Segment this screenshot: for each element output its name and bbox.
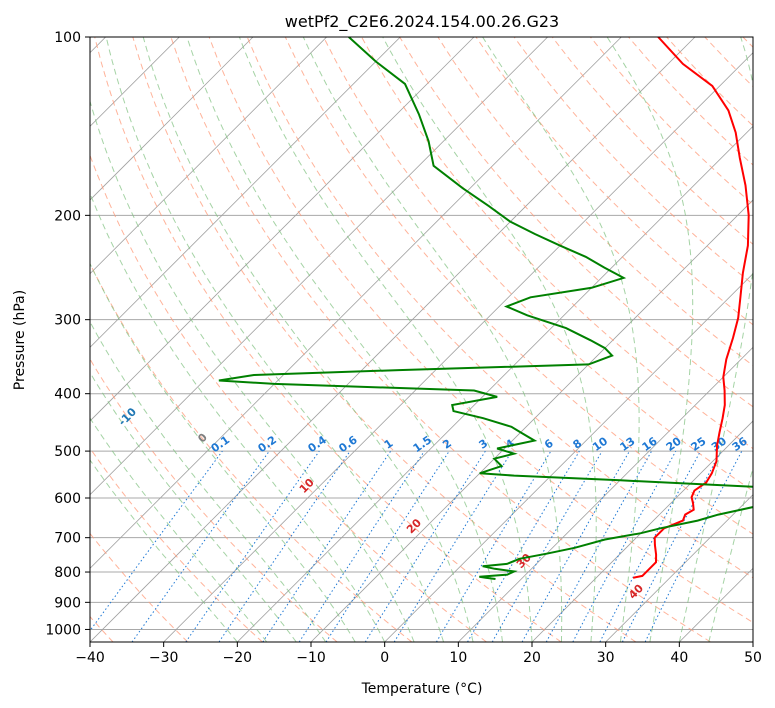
dry-adiabat-line bbox=[208, 37, 753, 624]
mixing-ratio-line bbox=[131, 450, 270, 642]
x-tick-label: 10 bbox=[449, 650, 467, 666]
isotherm-line bbox=[90, 37, 696, 642]
y-tick-label: 1000 bbox=[45, 622, 81, 638]
mixing-ratio-line bbox=[325, 450, 450, 642]
profile-series bbox=[218, 37, 753, 580]
moist-adiabat-line bbox=[606, 37, 694, 642]
dry-adiabat-line bbox=[246, 37, 753, 579]
dry-adiabat-line bbox=[284, 37, 753, 535]
x-tick-label: 40 bbox=[670, 650, 688, 666]
moist-adiabat-line bbox=[90, 99, 415, 642]
mixing-ratio-line bbox=[521, 450, 630, 642]
x-axis-label: Temperature (°C) bbox=[361, 681, 483, 697]
moist-adiabats bbox=[90, 37, 753, 642]
y-tick-label: 800 bbox=[54, 565, 81, 581]
moist-adiabat-line bbox=[90, 320, 327, 642]
moist-adiabat-line bbox=[142, 37, 474, 642]
x-tick-label: −20 bbox=[223, 650, 253, 666]
isotherm-line bbox=[90, 37, 622, 569]
y-tick-label: 500 bbox=[54, 444, 81, 460]
moist-adiabat-line bbox=[90, 192, 386, 642]
moist-adiabat-line bbox=[186, 37, 503, 642]
isotherm-line bbox=[90, 37, 548, 496]
isotherm-line bbox=[531, 420, 753, 642]
moist-adiabat-line bbox=[105, 37, 445, 642]
moist-adiabat-line bbox=[482, 37, 640, 642]
moist-adiabat-line bbox=[302, 37, 563, 642]
plot-frame bbox=[89, 36, 754, 643]
moist-adiabat-line bbox=[382, 37, 597, 642]
y-tick-label: 700 bbox=[54, 531, 81, 547]
moist-adiabat-line bbox=[90, 262, 356, 642]
mixing-ratio-line bbox=[185, 450, 320, 642]
isotherm-line bbox=[605, 494, 753, 642]
mixing-ratio-line bbox=[298, 450, 425, 642]
y-tick-label: 600 bbox=[54, 491, 81, 507]
dry-adiabat-line bbox=[90, 447, 263, 642]
y-tick-label: 200 bbox=[54, 208, 81, 224]
y-axis-ticks: 100 200 300 400 500 600 700 800 900 1000 bbox=[45, 30, 90, 638]
isotherm-line bbox=[90, 37, 401, 348]
isotherm-line bbox=[163, 52, 753, 642]
dry-adiabat-line bbox=[94, 37, 562, 642]
mixing-ratio-line bbox=[393, 450, 513, 642]
moist-adiabat-line bbox=[708, 466, 753, 642]
moist-adiabat-line bbox=[90, 417, 268, 642]
isotherm-line bbox=[384, 273, 753, 642]
isobar-grid bbox=[90, 37, 753, 630]
x-tick-label: 50 bbox=[744, 650, 762, 666]
temperature-profile-line bbox=[632, 37, 750, 579]
isotherm-line bbox=[90, 37, 327, 275]
x-tick-label: −40 bbox=[75, 650, 105, 666]
y-tick-label: 100 bbox=[54, 30, 81, 46]
moist-adiabat-line bbox=[90, 459, 238, 642]
mixing-ratio-line bbox=[545, 450, 653, 642]
mixing-ratio-lines bbox=[90, 450, 743, 642]
y-tick-label: 400 bbox=[54, 387, 81, 403]
x-axis-ticks: −40 −30 −20 −10 0 10 20 30 40 50 bbox=[75, 642, 762, 666]
y-tick-label: 300 bbox=[54, 313, 81, 329]
dewpoint-profile-line bbox=[218, 37, 753, 580]
moist-adiabat-line bbox=[678, 37, 753, 642]
dry-adiabat-line bbox=[132, 37, 637, 642]
mixing-ratio-line bbox=[90, 450, 223, 632]
dry-adiabat-line bbox=[513, 37, 753, 285]
x-tick-label: −10 bbox=[296, 650, 326, 666]
x-tick-label: −30 bbox=[149, 650, 179, 666]
moist-adiabat-line bbox=[90, 371, 297, 642]
mixing-ratio-line bbox=[218, 450, 351, 642]
mixing-ratio-line bbox=[572, 450, 677, 642]
x-tick-label: 20 bbox=[523, 650, 541, 666]
isotherm-line bbox=[310, 199, 753, 642]
isotherm-line bbox=[237, 125, 753, 642]
isotherm-grid bbox=[90, 37, 753, 642]
chart-title: wetPf2_C2E6.2024.154.00.26.G23 bbox=[285, 12, 559, 32]
isotherm-line bbox=[90, 37, 475, 422]
isotherm-line bbox=[90, 37, 254, 201]
dry-adiabat-line bbox=[90, 358, 338, 642]
y-axis-label: Pressure (hPa) bbox=[12, 290, 28, 390]
dry-adiabat-line bbox=[170, 37, 711, 642]
y-tick-label: 900 bbox=[54, 595, 81, 611]
moist-adiabat-line bbox=[238, 37, 533, 642]
x-tick-label: 0 bbox=[380, 650, 389, 666]
dry-adiabat-line bbox=[475, 37, 753, 326]
mixing-ratio-line bbox=[262, 450, 392, 642]
mixing-ratio-line bbox=[644, 450, 743, 642]
x-tick-label: 30 bbox=[597, 650, 615, 666]
isotherm-line bbox=[458, 346, 753, 642]
